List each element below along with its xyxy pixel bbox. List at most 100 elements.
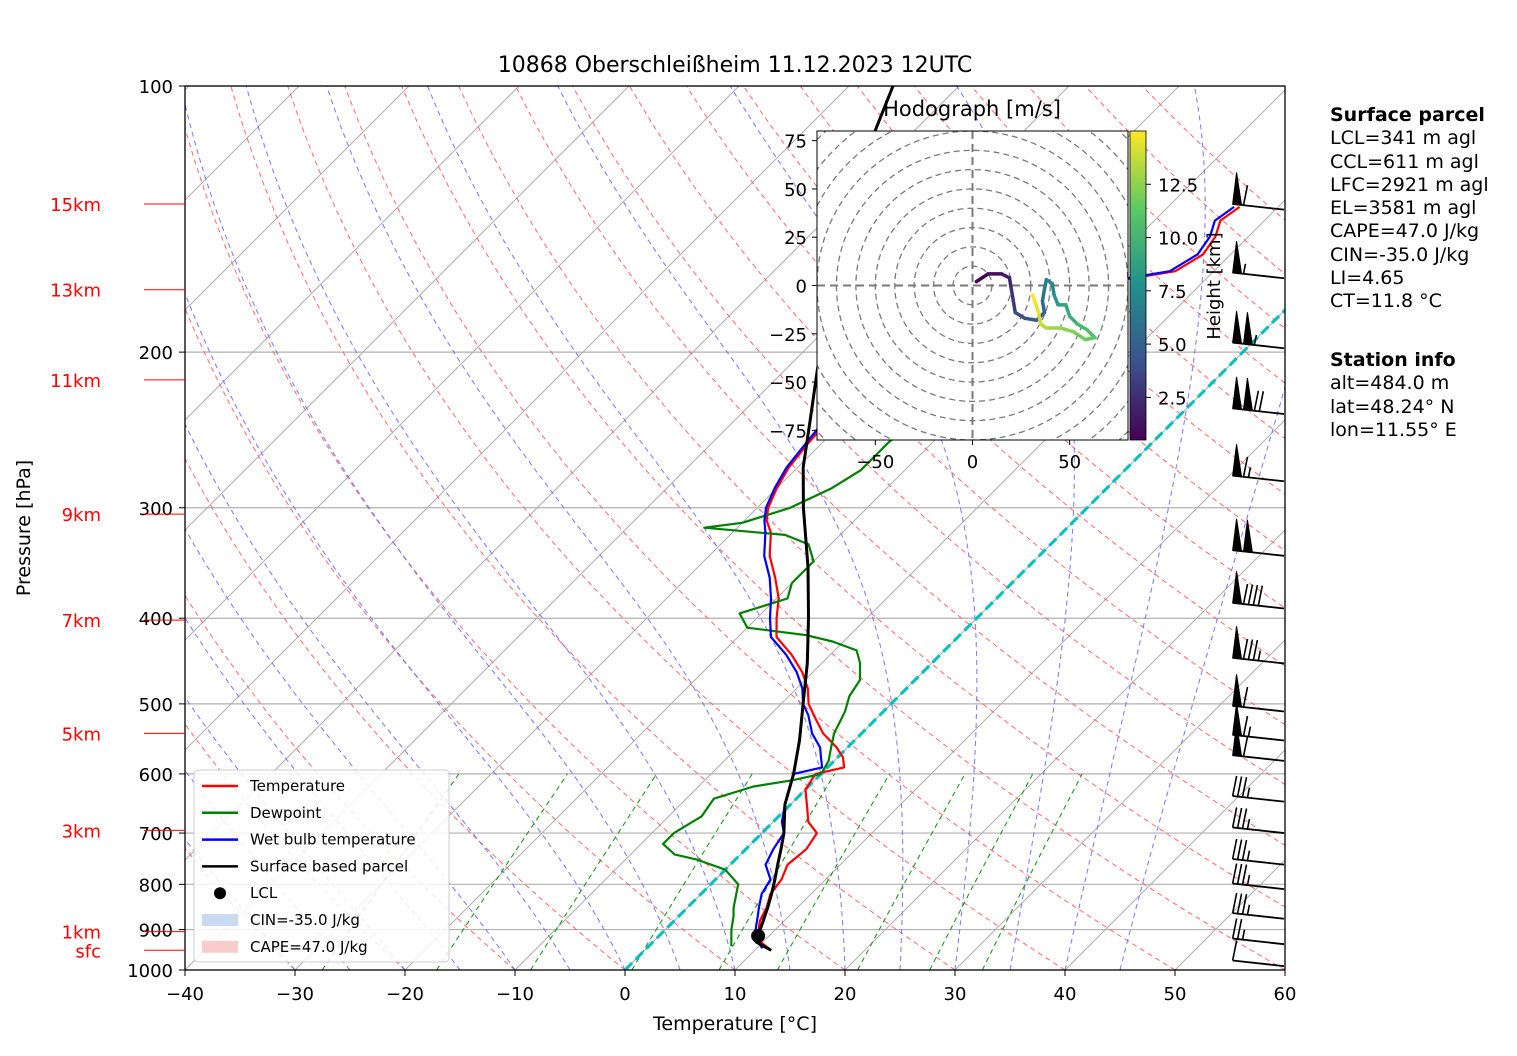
- colorbar-tick-label: 12.5: [1158, 175, 1198, 196]
- station-info-heading: Station info: [1330, 349, 1456, 371]
- hodograph-y-tick-label: 0: [796, 277, 807, 298]
- wind-barb: [1232, 310, 1285, 350]
- legend-label: CAPE=47.0 J/kg: [250, 938, 368, 956]
- hodograph-segment: [1050, 281, 1056, 297]
- colorbar-tick-label: 5.0: [1158, 335, 1187, 356]
- height-label: 1km: [62, 923, 101, 944]
- legend-label: Temperature: [249, 777, 345, 795]
- barb-flag: [1242, 377, 1253, 412]
- y-tick-label: 900: [139, 921, 173, 942]
- hodograph-segment: [1032, 299, 1041, 315]
- y-tick-label: 800: [139, 875, 173, 896]
- dry-adiabat: [185, 723, 406, 970]
- hodograph-y-tick-label: 75: [784, 132, 807, 153]
- moist-adiabat: [557, 86, 904, 970]
- mixing-ratio-line: [436, 773, 568, 970]
- surface-parcel-panel: Surface parcel LCL=341 m agl CCL=611 m a…: [1330, 104, 1489, 314]
- barb-full: [1242, 185, 1249, 206]
- barb-half: [1253, 334, 1258, 346]
- station-info-line: lon=11.55° E: [1330, 418, 1457, 441]
- hodograph-segment: [1013, 310, 1027, 321]
- dry-adiabat: [401, 86, 1285, 970]
- colorbar-tick-label: 10.0: [1158, 229, 1198, 250]
- x-axis-label: Temperature [°C]: [652, 1013, 817, 1035]
- mixing-ratio-line: [718, 773, 836, 970]
- wind-barb: [1231, 838, 1285, 866]
- barb-full: [1253, 390, 1260, 411]
- barb-flag: [1232, 444, 1243, 478]
- barb-shaft: [1232, 937, 1285, 946]
- height-label: 9km: [62, 505, 101, 526]
- wind-barb: [1231, 775, 1285, 803]
- barb-full: [1241, 839, 1248, 861]
- x-tick-label: 60: [1274, 984, 1297, 1005]
- x-tick-label: 50: [1164, 984, 1187, 1005]
- barb-full: [1242, 686, 1249, 708]
- moist-adiabat: [956, 86, 1075, 970]
- surface-parcel-line: CT=11.8 °C: [1330, 290, 1442, 313]
- wind-barb: [1232, 703, 1285, 742]
- isotherm: [954, 639, 1285, 970]
- moist-adiabat: [185, 291, 626, 970]
- barb-full: [1231, 918, 1238, 939]
- barb-full: [1242, 456, 1249, 478]
- barb-full: [1241, 776, 1248, 798]
- dry-adiabat: [344, 86, 1176, 970]
- barb-shaft: [1232, 826, 1285, 834]
- hodograph-ticks: −50 0 50 75 50 25 0 −25 −50 −75: [769, 132, 1081, 473]
- x-tick-label: −20: [386, 984, 424, 1005]
- height-label: 13km: [50, 281, 101, 302]
- dry-adiabat: [185, 126, 846, 970]
- wind-barb: [1232, 444, 1285, 483]
- surface-parcel-line: LCL=341 m agl: [1330, 127, 1477, 150]
- x-tick-label: 0: [619, 984, 630, 1005]
- barb-full: [1252, 584, 1259, 606]
- hodograph-segment: [1040, 299, 1047, 315]
- isotherm: [514, 199, 1285, 970]
- hodograph-x-tick-label: 50: [1058, 452, 1081, 473]
- mixing-ratio-line: [776, 773, 891, 970]
- y-tick-label: 500: [139, 695, 173, 716]
- barb-flag: [1232, 310, 1243, 345]
- barb-full: [1242, 736, 1249, 757]
- barb-full: [1231, 807, 1238, 828]
- barb-full: [1257, 585, 1264, 606]
- hodograph-y-tick-label: −75: [769, 421, 807, 442]
- barb-full: [1236, 863, 1243, 885]
- mixing-ratio-line: [530, 773, 658, 970]
- barb-flag: [1232, 571, 1243, 605]
- isotherm: [844, 529, 1285, 970]
- barb-flag: [1232, 723, 1243, 757]
- barb-full: [1236, 776, 1243, 797]
- legend-swatch: [202, 940, 238, 953]
- hodograph-segment: [1064, 303, 1072, 319]
- legend-label: Wet bulb temperature: [250, 831, 416, 849]
- barb-full: [1241, 864, 1248, 885]
- colorbar: [1129, 130, 1147, 441]
- hodograph-segment: [1071, 330, 1087, 342]
- barb-half: [1247, 467, 1252, 478]
- isotherm: [185, 86, 630, 531]
- height-label: 15km: [50, 195, 101, 216]
- hodograph-segment: [1036, 310, 1043, 326]
- dry-adiabat: [458, 86, 1285, 908]
- barb-full: [1242, 715, 1249, 737]
- surface-parcel-line: EL=3581 m agl: [1330, 197, 1477, 220]
- barb-full: [1242, 583, 1249, 605]
- wind-barb: [1232, 240, 1285, 280]
- dry-adiabat: [185, 457, 626, 970]
- isotherm: [1064, 749, 1285, 970]
- chart-title: 10868 Oberschleißheim 11.12.2023 12UTC: [498, 53, 973, 78]
- barb-shaft: [1232, 959, 1285, 968]
- colorbar-ticks: 2.5 5.0 7.5 10.0 12.5: [1146, 175, 1198, 409]
- wind-barb: [1231, 918, 1285, 946]
- hodograph-x-tick-label: −50: [856, 452, 894, 473]
- x-tick-label: 10: [724, 984, 747, 1005]
- wind-barbs: [1231, 172, 1285, 968]
- dry-adiabat: [515, 86, 1285, 846]
- mixing-ratio-line: [631, 773, 753, 970]
- barb-full: [1241, 894, 1248, 915]
- colorbar-label: Height [km]: [1204, 232, 1225, 339]
- hodograph-y-tick-label: 50: [784, 180, 807, 201]
